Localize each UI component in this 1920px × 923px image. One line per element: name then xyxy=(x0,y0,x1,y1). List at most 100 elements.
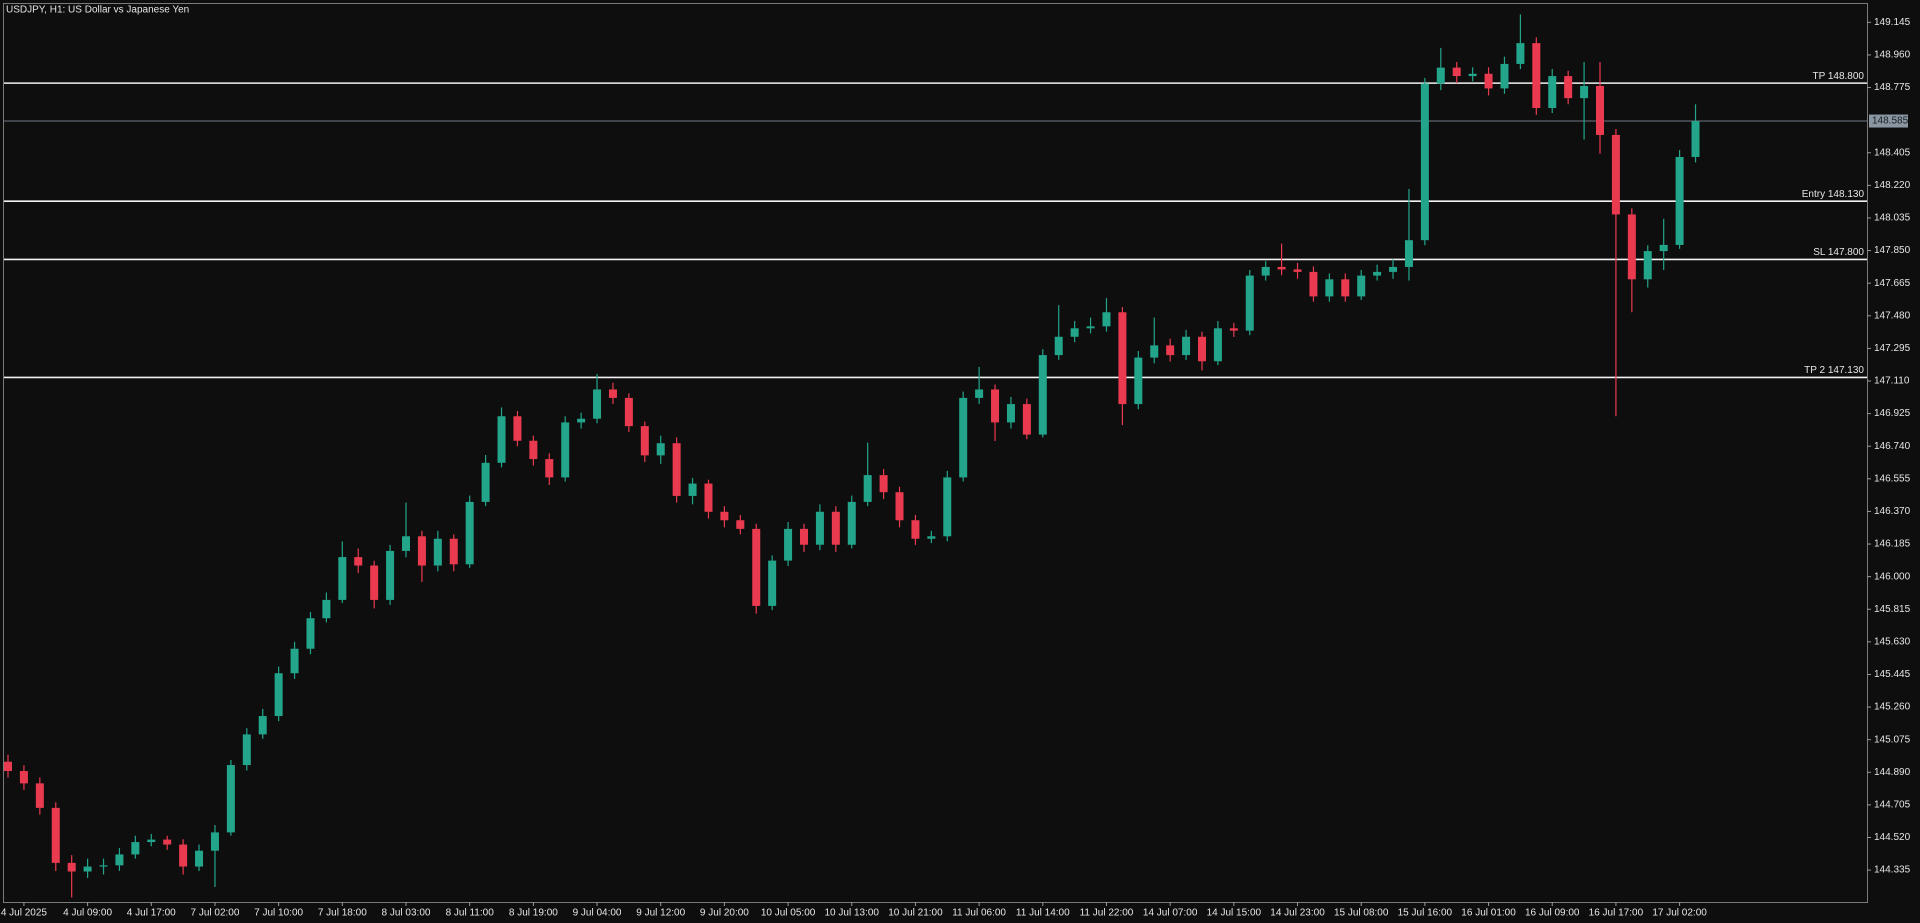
candle-body xyxy=(67,862,76,872)
candle-body xyxy=(242,734,251,766)
y-tick-label: 144.335 xyxy=(1874,865,1911,876)
candle-body xyxy=(863,475,872,502)
x-tick-label: 9 Jul 12:00 xyxy=(636,908,685,919)
candle-body xyxy=(959,397,968,478)
candle-body xyxy=(402,536,410,551)
candle-body xyxy=(1611,134,1620,215)
candle-body xyxy=(624,397,633,427)
candle-body xyxy=(1420,83,1429,241)
candle-body xyxy=(210,832,219,851)
y-tick-label: 144.705 xyxy=(1874,800,1911,811)
y-tick-label: 145.630 xyxy=(1874,636,1911,647)
candle-body xyxy=(274,673,283,717)
candle-body xyxy=(704,483,713,512)
candle-body xyxy=(784,528,793,561)
candle-body xyxy=(736,520,745,529)
candle-body xyxy=(1309,271,1318,297)
x-tick-label: 17 Jul 02:00 xyxy=(1652,908,1707,919)
x-tick-label: 9 Jul 20:00 xyxy=(700,908,749,919)
candle-body xyxy=(179,844,188,867)
candle-body xyxy=(1245,275,1254,331)
candle-body xyxy=(1675,156,1684,245)
candle-body xyxy=(545,459,554,478)
candle-body xyxy=(195,850,204,867)
candle-body xyxy=(306,618,315,649)
candle-body xyxy=(513,416,522,441)
candle-body xyxy=(83,866,92,872)
last-price-box xyxy=(1869,114,1908,128)
candle-body xyxy=(608,389,617,398)
candle-body xyxy=(991,389,1000,423)
y-tick-label: 146.370 xyxy=(1874,506,1911,517)
candle-body xyxy=(1198,336,1206,362)
candle-body xyxy=(1150,345,1159,358)
x-tick-label: 11 Jul 22:00 xyxy=(1080,908,1134,919)
candle-body xyxy=(1182,336,1191,356)
x-tick-label: 16 Jul 17:00 xyxy=(1589,908,1644,919)
candle-body xyxy=(640,426,649,456)
candle-body xyxy=(1532,43,1541,108)
candle-body xyxy=(768,560,777,606)
x-tick-label: 8 Jul 11:00 xyxy=(446,908,495,919)
x-tick-label: 7 Jul 10:00 xyxy=(254,908,303,919)
candle-body xyxy=(879,475,888,493)
candle-body xyxy=(1054,336,1063,356)
candle-body xyxy=(51,807,60,863)
y-tick-label: 144.890 xyxy=(1874,767,1911,778)
x-tick-label: 14 Jul 07:00 xyxy=(1143,908,1198,919)
candle-body xyxy=(1404,240,1413,267)
candle-body xyxy=(1134,357,1143,405)
candle-body xyxy=(1086,326,1095,329)
candle-body xyxy=(1022,404,1031,435)
x-tick-label: 11 Jul 06:00 xyxy=(952,908,1006,919)
candle-body xyxy=(1580,85,1589,99)
candle-body xyxy=(927,536,936,539)
candle-body xyxy=(1500,63,1509,89)
candle-body xyxy=(1468,73,1477,77)
x-tick-label: 4 Jul 09:00 xyxy=(63,908,112,919)
candle-body xyxy=(465,501,474,565)
y-tick-label: 147.850 xyxy=(1874,245,1911,256)
level-label: TP 148.800 xyxy=(1812,71,1864,82)
candle-body xyxy=(831,511,840,545)
candle-body xyxy=(115,854,124,866)
candle-body xyxy=(1293,269,1302,272)
y-tick-label: 146.000 xyxy=(1874,571,1911,582)
x-tick-label: 16 Jul 01:00 xyxy=(1461,908,1516,919)
x-tick-label: 9 Jul 04:00 xyxy=(573,908,622,919)
x-tick-label: 10 Jul 05:00 xyxy=(761,908,816,919)
x-tick-label: 7 Jul 02:00 xyxy=(190,908,239,919)
candle-body xyxy=(1006,404,1015,423)
y-tick-label: 145.260 xyxy=(1874,702,1911,713)
candle-body xyxy=(1564,76,1573,99)
candle-body xyxy=(1659,244,1668,252)
y-tick-label: 148.960 xyxy=(1874,50,1911,61)
x-tick-label: 8 Jul 19:00 xyxy=(509,908,558,919)
x-tick-label: 15 Jul 16:00 xyxy=(1398,908,1453,919)
y-tick-label: 146.925 xyxy=(1874,408,1911,419)
x-tick-label: 14 Jul 15:00 xyxy=(1207,908,1262,919)
x-tick-label: 4 Jul 2025 xyxy=(1,908,48,919)
candle-body xyxy=(975,389,984,398)
candle-body xyxy=(1229,328,1238,331)
candle-body xyxy=(847,501,856,545)
y-tick-label: 146.740 xyxy=(1874,441,1911,452)
candle-body xyxy=(226,765,235,833)
y-tick-label: 148.220 xyxy=(1874,180,1911,191)
y-tick-label: 144.520 xyxy=(1874,832,1911,843)
candle-body xyxy=(720,511,729,521)
y-tick-label: 145.815 xyxy=(1874,604,1911,615)
x-tick-label: 10 Jul 13:00 xyxy=(825,908,880,919)
candle-body xyxy=(656,443,665,456)
y-tick-label: 148.775 xyxy=(1874,82,1911,93)
candle-body xyxy=(911,520,920,539)
candle-body xyxy=(99,865,108,867)
x-tick-label: 4 Jul 17:00 xyxy=(127,908,176,919)
candle-body xyxy=(35,783,44,808)
candle-body xyxy=(577,418,586,423)
candle-body xyxy=(497,416,506,463)
candle-body xyxy=(354,557,363,566)
candle-body xyxy=(1484,73,1493,89)
candle-body xyxy=(1516,43,1525,64)
candle-body xyxy=(1357,275,1366,297)
